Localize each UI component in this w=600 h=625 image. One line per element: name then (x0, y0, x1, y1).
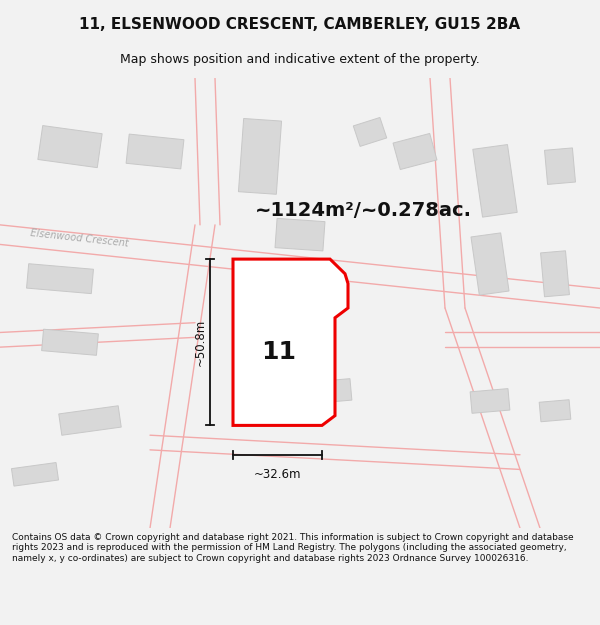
Polygon shape (233, 259, 348, 426)
Polygon shape (126, 134, 184, 169)
Polygon shape (470, 389, 510, 413)
Text: ~50.8m: ~50.8m (193, 319, 206, 366)
Text: Contains OS data © Crown copyright and database right 2021. This information is : Contains OS data © Crown copyright and d… (12, 533, 574, 562)
Polygon shape (471, 233, 509, 295)
Polygon shape (59, 406, 121, 435)
Text: ~1124m²/~0.278ac.: ~1124m²/~0.278ac. (255, 201, 472, 220)
Polygon shape (38, 126, 102, 168)
Polygon shape (393, 134, 437, 169)
Polygon shape (473, 144, 517, 217)
Polygon shape (238, 119, 281, 194)
Text: 11: 11 (262, 340, 296, 364)
Text: Map shows position and indicative extent of the property.: Map shows position and indicative extent… (120, 53, 480, 66)
Polygon shape (26, 264, 94, 294)
Polygon shape (545, 148, 575, 184)
Polygon shape (11, 462, 59, 486)
Text: 11, ELSENWOOD CRESCENT, CAMBERLEY, GU15 2BA: 11, ELSENWOOD CRESCENT, CAMBERLEY, GU15 … (79, 17, 521, 32)
Polygon shape (539, 400, 571, 422)
Polygon shape (275, 218, 325, 251)
Polygon shape (41, 329, 98, 356)
Polygon shape (541, 251, 569, 297)
Text: ~32.6m: ~32.6m (254, 469, 301, 481)
Polygon shape (308, 379, 352, 404)
Text: Elsenwood Crescent: Elsenwood Crescent (30, 228, 129, 249)
Polygon shape (353, 118, 387, 146)
